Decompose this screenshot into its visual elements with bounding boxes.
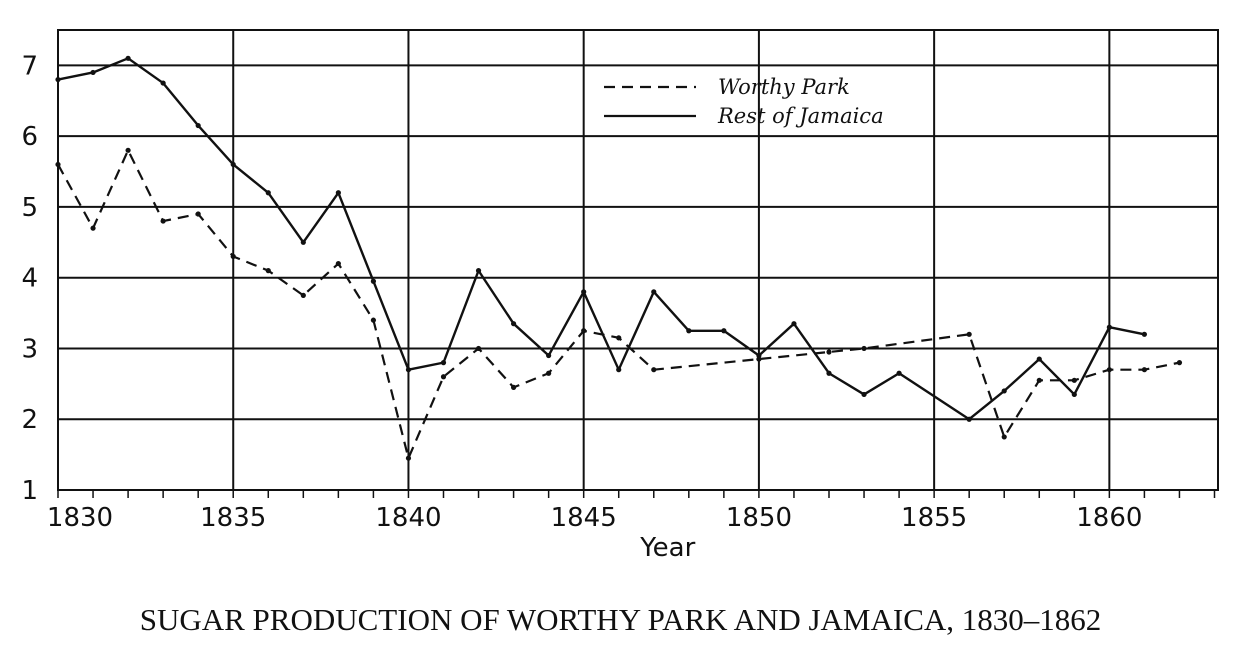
data-point-worthy-park-1836 [265, 268, 271, 274]
data-point-worthy-park-1842 [475, 345, 482, 352]
x-tick-label-1835: 1835 [200, 503, 266, 533]
data-point-worthy-park-1837 [300, 292, 306, 298]
data-point-rest-of-jamaica-1853 [861, 391, 867, 398]
data-point-worthy-park-1852 [826, 349, 832, 355]
data-point-worthy-park-1843 [510, 384, 517, 390]
y-tick-label-3: 3 [21, 334, 38, 364]
data-point-worthy-park-1862 [1176, 360, 1183, 366]
data-point-rest-of-jamaica-1852 [826, 370, 832, 376]
grid-lines [58, 30, 1218, 490]
data-point-rest-of-jamaica-1857 [1001, 388, 1007, 394]
data-point-worthy-park-1856 [966, 331, 972, 337]
data-point-rest-of-jamaica-1836 [265, 190, 271, 196]
data-point-rest-of-jamaica-1844 [546, 352, 552, 359]
data-point-worthy-park-1857 [1001, 434, 1007, 440]
y-tick-label-6: 6 [21, 122, 38, 152]
data-point-rest-of-jamaica-1833 [160, 80, 166, 86]
legend-label-worthy-park: Worthy Park [718, 75, 850, 99]
legend: Worthy Park Rest of Jamaica [604, 75, 884, 128]
y-tick-label-2: 2 [21, 405, 38, 435]
data-point-rest-of-jamaica-1858 [1036, 356, 1042, 362]
data-point-rest-of-jamaica-1856 [966, 416, 972, 422]
data-point-rest-of-jamaica-1830 [55, 76, 61, 83]
data-point-rest-of-jamaica-1848 [686, 328, 692, 334]
data-point-rest-of-jamaica-1843 [510, 321, 517, 327]
data-point-rest-of-jamaica-1831 [90, 69, 96, 76]
x-tick-labels: 1830 1835 1840 1845 1850 1855 1860 [47, 503, 1143, 533]
data-point-worthy-park-1845 [581, 328, 587, 334]
data-point-rest-of-jamaica-1854 [896, 370, 902, 376]
plot-frame [57, 29, 1219, 491]
series-lines [55, 55, 1183, 461]
data-point-worthy-park-1840 [405, 455, 412, 461]
data-point-worthy-park-1861 [1141, 367, 1148, 373]
data-point-worthy-park-1841 [440, 374, 447, 380]
x-tick-label-1845: 1845 [551, 503, 617, 533]
legend-label-rest-of-jamaica: Rest of Jamaica [717, 104, 884, 128]
data-point-rest-of-jamaica-1859 [1071, 391, 1077, 398]
y-tick-label-7: 7 [21, 51, 38, 81]
data-point-worthy-park-1831 [90, 225, 96, 231]
data-point-rest-of-jamaica-1851 [791, 321, 797, 327]
data-point-worthy-park-1830 [55, 161, 61, 168]
data-point-rest-of-jamaica-1835 [230, 161, 236, 168]
series-line-rest-of-jamaica [57, 57, 1145, 421]
data-point-rest-of-jamaica-1861 [1141, 331, 1148, 337]
data-point-rest-of-jamaica-1841 [440, 360, 447, 366]
data-point-rest-of-jamaica-1846 [616, 367, 622, 373]
data-point-worthy-park-1839 [370, 317, 377, 323]
data-point-worthy-park-1860 [1106, 367, 1112, 373]
data-point-worthy-park-1833 [160, 218, 166, 224]
series-line-worthy-park [57, 149, 1180, 460]
data-point-worthy-park-1838 [335, 260, 341, 267]
x-axis-title: Year [639, 533, 695, 563]
data-point-worthy-park-1835 [230, 253, 236, 260]
y-tick-labels: 1 2 3 4 5 6 7 [21, 51, 38, 506]
y-tick-label-5: 5 [21, 193, 38, 223]
data-point-rest-of-jamaica-1847 [651, 289, 657, 295]
data-point-rest-of-jamaica-1839 [370, 278, 377, 284]
data-point-worthy-park-1847 [651, 367, 657, 373]
data-point-rest-of-jamaica-1837 [300, 239, 306, 245]
x-tick-label-1840: 1840 [375, 503, 441, 533]
data-point-worthy-park-1858 [1036, 377, 1042, 383]
data-point-rest-of-jamaica-1850 [756, 352, 762, 359]
data-point-rest-of-jamaica-1838 [335, 190, 341, 196]
x-tick-label-1850: 1850 [726, 503, 792, 533]
minor-ticks [57, 490, 1216, 498]
data-point-worthy-park-1844 [546, 370, 552, 376]
data-point-rest-of-jamaica-1842 [475, 268, 482, 274]
data-point-worthy-park-1834 [195, 211, 201, 217]
data-point-rest-of-jamaica-1849 [721, 328, 727, 334]
data-point-worthy-park-1859 [1071, 377, 1077, 383]
chart-title: SUGAR PRODUCTION OF WORTHY PARK AND JAMA… [139, 602, 1102, 637]
y-tick-label-4: 4 [21, 264, 38, 294]
data-point-rest-of-jamaica-1834 [195, 122, 201, 129]
x-tick-label-1830: 1830 [47, 503, 113, 533]
data-point-worthy-park-1853 [861, 345, 867, 352]
x-tick-label-1860: 1860 [1076, 503, 1142, 533]
y-tick-label-1: 1 [21, 476, 38, 506]
data-point-rest-of-jamaica-1845 [581, 289, 587, 295]
data-point-rest-of-jamaica-1832 [125, 55, 131, 61]
data-point-worthy-park-1832 [125, 147, 131, 153]
data-point-rest-of-jamaica-1840 [405, 367, 412, 373]
x-tick-label-1855: 1855 [901, 503, 967, 533]
data-point-rest-of-jamaica-1860 [1106, 324, 1112, 330]
data-point-worthy-park-1846 [616, 335, 622, 341]
